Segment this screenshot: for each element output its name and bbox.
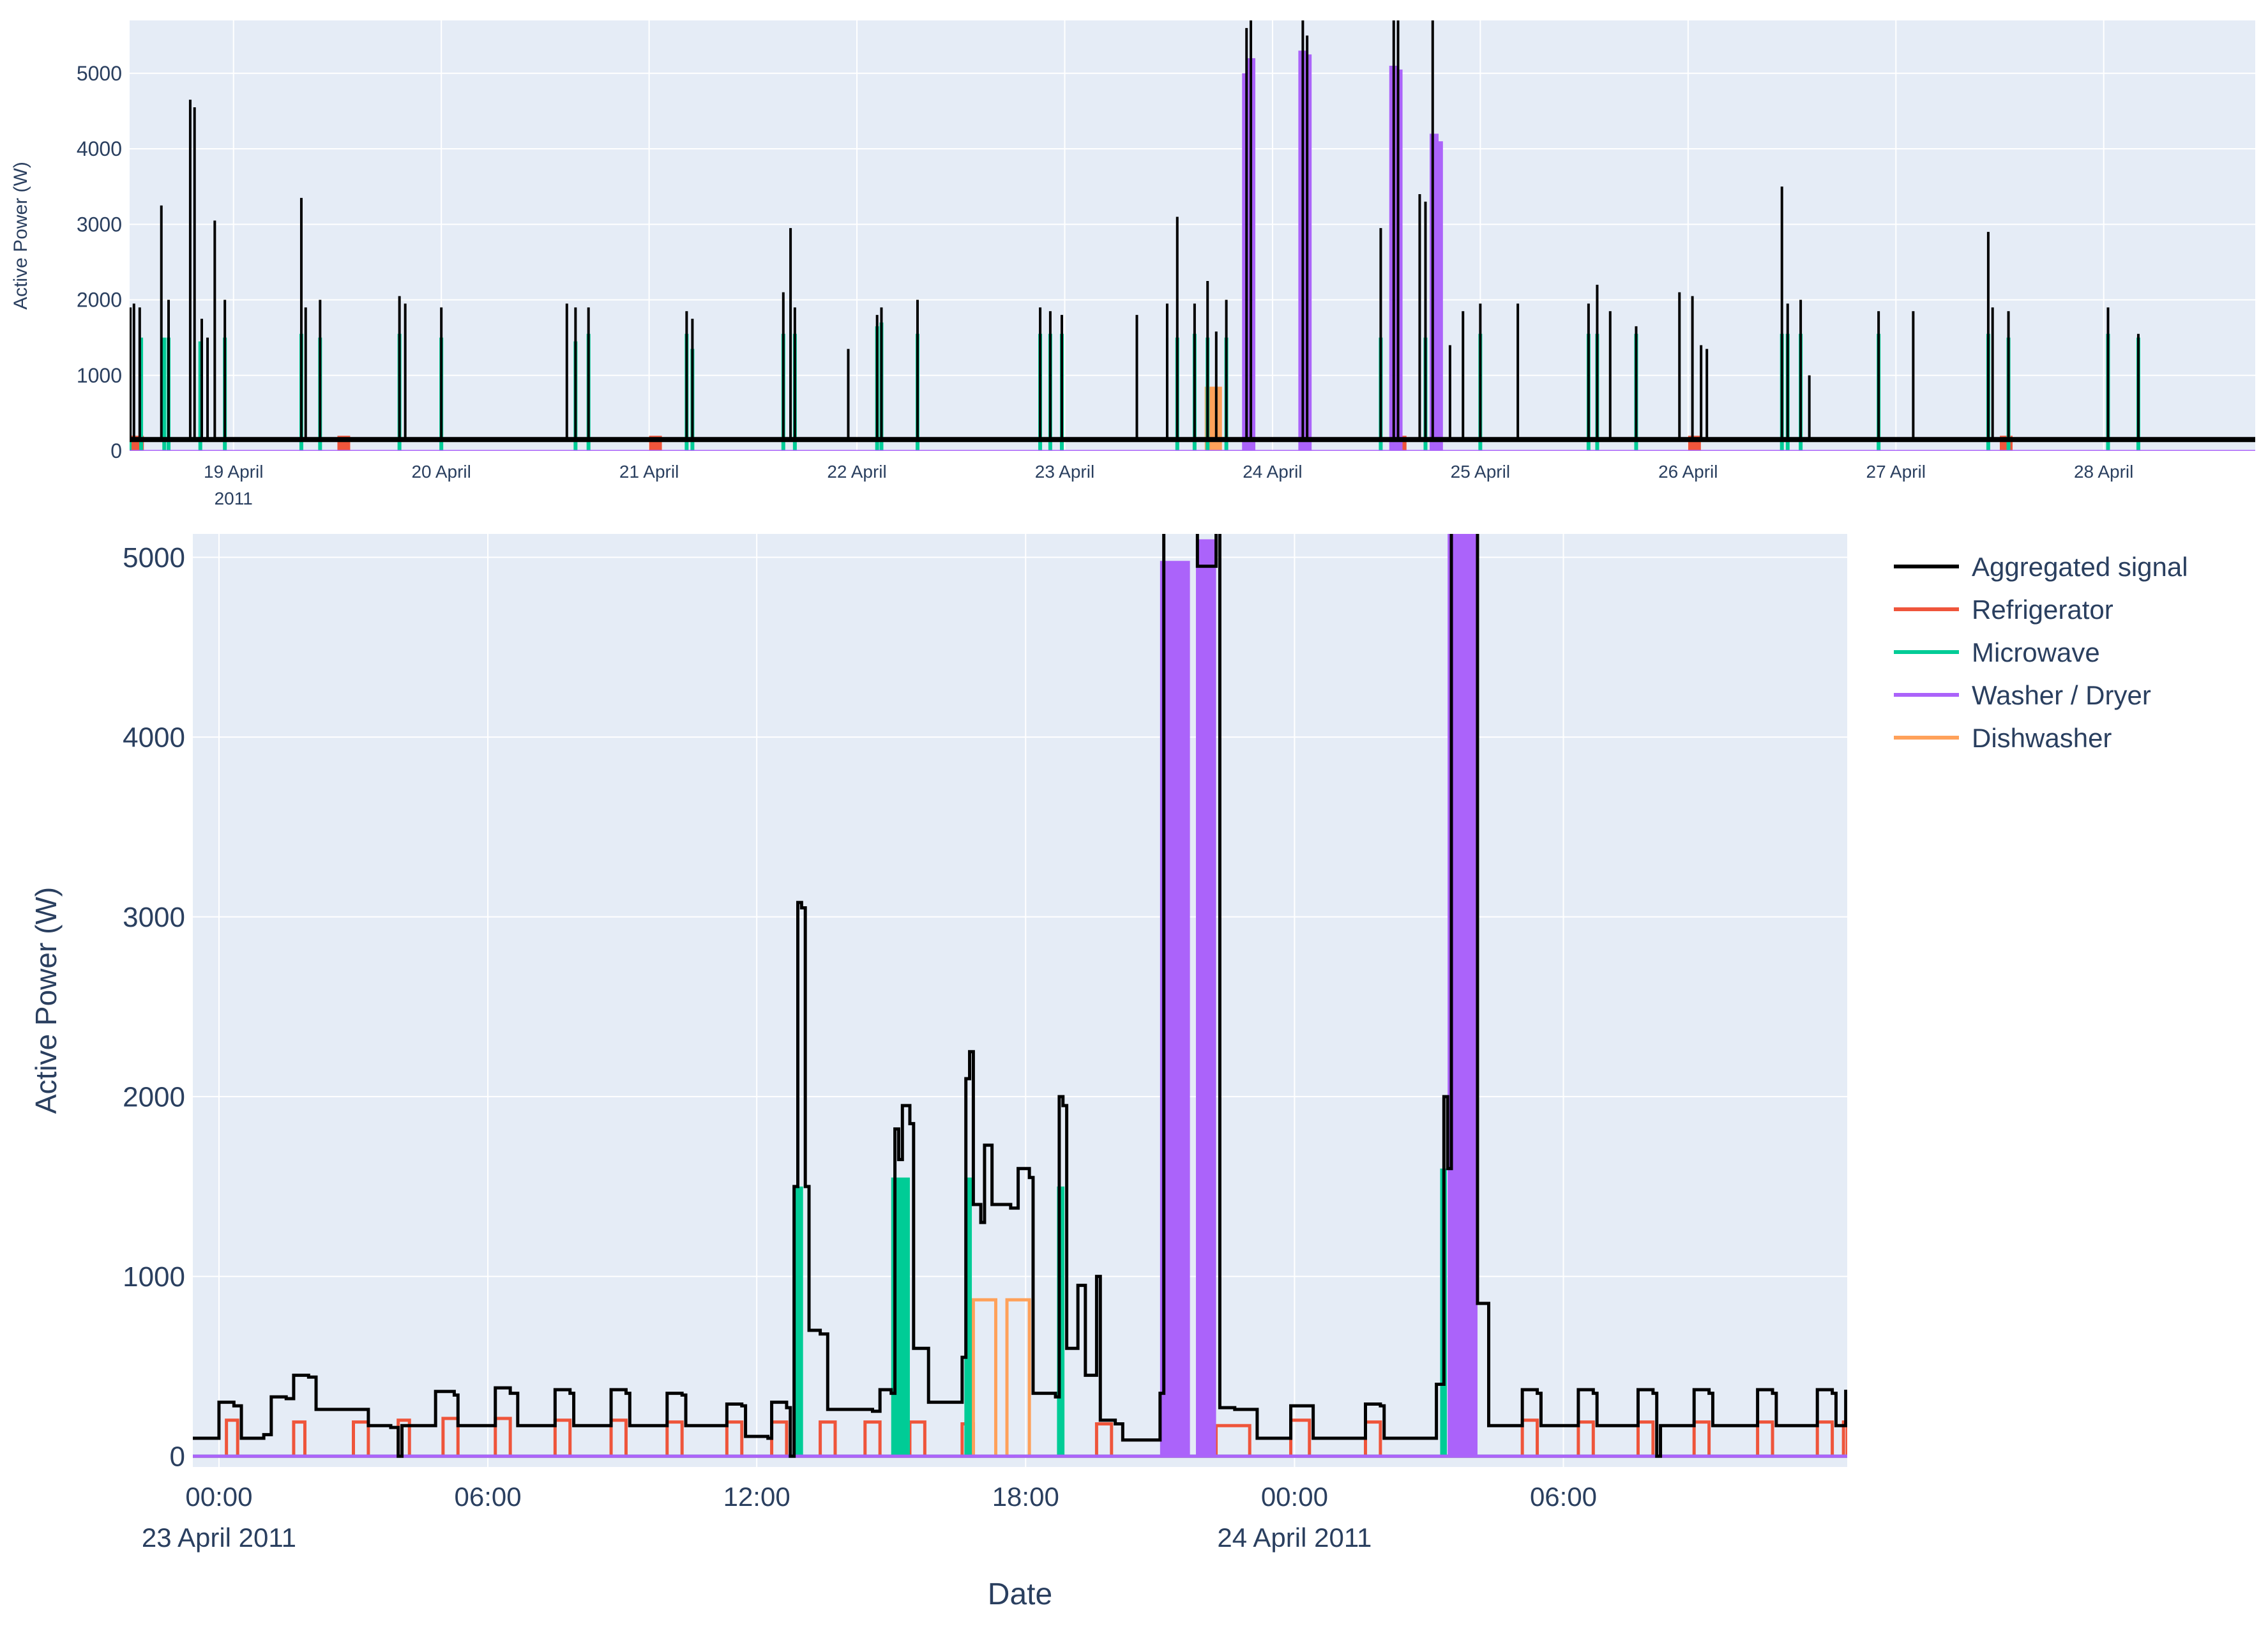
overview-x-tick-label: 22 April <box>827 462 886 482</box>
overview-x-tick-label: 28 April <box>2074 462 2133 482</box>
detail-y-tick-label: 2000 <box>123 1082 185 1113</box>
detail-series-refrigerator-segment <box>553 1418 572 1457</box>
detail-series-dishwasher-segment <box>1005 1298 1031 1457</box>
detail-x-tick-label: 18:00 <box>992 1482 1059 1512</box>
overview-y-tick-label: 5000 <box>77 62 122 85</box>
detail-series-refrigerator-segment <box>725 1420 744 1457</box>
overview-plot-area <box>130 20 2255 451</box>
legend-item-aggregated-signal: Aggregated signal <box>1894 552 2188 582</box>
detail-plot-area <box>193 534 1847 1467</box>
detail-series-refrigerator-segment <box>351 1420 370 1457</box>
overview-y-tick-label: 2000 <box>77 289 122 312</box>
overview-series-aggregated-signal <box>130 20 2255 443</box>
detail-series-washer-dryer-segment <box>1195 539 1216 1457</box>
overview-x-tick-label: 25 April <box>1451 462 1510 482</box>
detail-series-refrigerator-segment <box>1756 1420 1774 1457</box>
detail-x-tick-label: 00:00 <box>1261 1482 1328 1512</box>
detail-series-aggregated-signal <box>193 534 1847 1458</box>
detail-series-aggregated-signal-line <box>193 534 1847 1458</box>
detail-y-tick-label: 4000 <box>123 722 185 753</box>
overview-x-tick-label: 21 April <box>619 462 679 482</box>
overview-y-axis-title: Active Power (W) <box>10 162 31 310</box>
detail-series-refrigerator-segment <box>1214 1424 1251 1457</box>
overview-y-tick-label: 0 <box>110 439 122 462</box>
detail-x-tick-label: 06:00 <box>1530 1482 1597 1512</box>
detail-series-refrigerator-segment <box>1636 1420 1655 1457</box>
overview-x-tick-label: 24 April <box>1243 462 1302 482</box>
legend: Aggregated signal Refrigerator Microwave Wa… <box>1894 552 2188 753</box>
detail-series-dishwasher-segment <box>971 1298 997 1457</box>
detail-y-tick-label: 0 <box>170 1441 185 1473</box>
overview-y-tick-label: 1000 <box>77 364 122 387</box>
overview-x-tick-label: 23 April <box>1035 462 1094 482</box>
overview-y-tick-label: 3000 <box>77 213 122 236</box>
detail-x-axis-title: Date <box>988 1577 1052 1611</box>
overview-series-washer-dryer-point <box>1433 141 1443 451</box>
detail-series-refrigerator-segment <box>609 1418 628 1457</box>
overview-x-tick-label: 20 April <box>411 462 471 482</box>
detail-series-refrigerator-segment <box>1692 1420 1711 1457</box>
detail-series-refrigerator-segment <box>441 1417 460 1457</box>
overview-y-tick-label: 4000 <box>77 137 122 160</box>
legend-label: Refrigerator <box>1972 595 2113 625</box>
overview-x-tick-label: 27 April <box>1866 462 1926 482</box>
detail-x-tick-label: 12:00 <box>723 1482 790 1512</box>
overview-series-microwave-point <box>139 337 144 451</box>
detail-y-tick-label: 1000 <box>123 1261 185 1293</box>
detail-x-tick-label: 06:00 <box>454 1482 521 1512</box>
detail-series-refrigerator-segment <box>292 1420 306 1457</box>
detail-series-refrigerator-segment <box>665 1420 684 1457</box>
overview-series-microwave-point <box>162 337 167 451</box>
detail-series-refrigerator-segment <box>819 1420 837 1457</box>
detail-series-refrigerator-segment <box>1094 1422 1114 1457</box>
detail-series-refrigerator-segment <box>1815 1420 1834 1457</box>
legend-item-dishwasher: Dishwasher <box>1894 723 2112 753</box>
detail-series-refrigerator-segment <box>863 1420 882 1457</box>
overview-series-layer <box>130 20 2255 451</box>
legend-item-microwave: Microwave <box>1894 637 2100 667</box>
detail-series-layer <box>193 534 1847 1458</box>
detail-series-refrigerator-segment <box>494 1417 512 1457</box>
detail-series-microwave-segment <box>964 1177 972 1457</box>
legend-label: Washer / Dryer <box>1972 680 2151 710</box>
legend-item-washer-dryer: Washer / Dryer <box>1894 680 2151 710</box>
overview-series-microwave-point <box>198 341 202 451</box>
detail-x-tick-label: 00:00 <box>185 1482 252 1512</box>
detail-y-axis-title: Active Power (W) <box>29 887 63 1114</box>
detail-x-tick-sublabel: 23 April 2011 <box>142 1523 296 1553</box>
overview-x-tick-label: 26 April <box>1658 462 1718 482</box>
legend-label: Aggregated signal <box>1972 552 2188 582</box>
legend-label: Dishwasher <box>1972 723 2112 753</box>
detail-y-tick-label: 5000 <box>123 542 185 574</box>
detail-x-tick-sublabel: 24 April 2011 <box>1217 1523 1372 1553</box>
detail-series-refrigerator-segment <box>1520 1418 1539 1457</box>
detail-series-refrigerator-segment <box>1576 1420 1595 1457</box>
legend-label: Microwave <box>1972 637 2100 667</box>
overview-x-tick-sublabel: 2011 <box>215 489 253 508</box>
legend-item-refrigerator: Refrigerator <box>1894 595 2113 625</box>
detail-series-refrigerator-segment <box>225 1418 239 1457</box>
detail-y-tick-label: 3000 <box>123 902 185 933</box>
overview-x-tick-label: 19 April <box>204 462 263 482</box>
